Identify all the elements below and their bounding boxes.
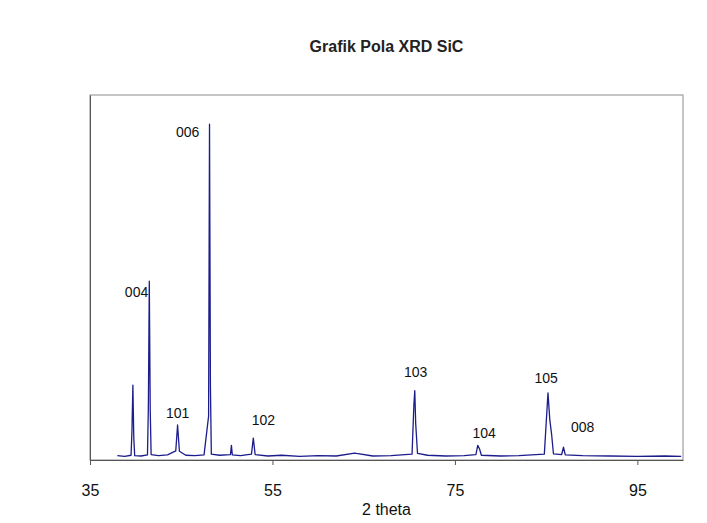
y-axis-line <box>90 96 91 461</box>
x-axis-title: 2 theta <box>362 501 411 518</box>
x-tick-label: 75 <box>447 482 465 499</box>
x-axis-line <box>91 460 684 461</box>
peak-label: 008 <box>571 419 595 435</box>
annotations: 004 101 006 102 103 104 105 008 <box>125 124 595 441</box>
x-tick-mark <box>455 460 456 465</box>
plot-frame <box>90 95 683 460</box>
x-tick-label: 95 <box>629 482 647 499</box>
x-tick: 35 <box>82 460 100 499</box>
peak-label: 103 <box>404 364 428 380</box>
x-tick-mark <box>637 460 638 465</box>
peak-label: 102 <box>252 412 276 428</box>
x-tick: 55 <box>264 460 282 499</box>
series <box>117 124 681 456</box>
xrd-line <box>117 124 681 456</box>
peak-label: 004 <box>125 284 149 300</box>
x-tick-mark <box>272 460 273 465</box>
x-tick: 95 <box>629 460 647 499</box>
peak-label: 101 <box>166 405 190 421</box>
plot: 35 55 75 95 004 101 006 102 103 104 105 008 <box>82 95 684 499</box>
y-axis <box>90 96 91 461</box>
x-tick-label: 35 <box>82 482 100 499</box>
chart: Grafik Pola XRD SiC 35 55 75 95 004 101 006 102 1… <box>0 0 707 523</box>
peak-label: 006 <box>176 124 200 140</box>
peak-label: 105 <box>534 370 558 386</box>
x-tick: 75 <box>447 460 465 499</box>
x-tick-label: 55 <box>264 482 282 499</box>
title: Grafik Pola XRD SiC <box>310 38 464 55</box>
peak-label: 104 <box>472 425 496 441</box>
x-tick-mark <box>90 460 91 465</box>
x-axis: 35 55 75 95 <box>82 460 684 499</box>
